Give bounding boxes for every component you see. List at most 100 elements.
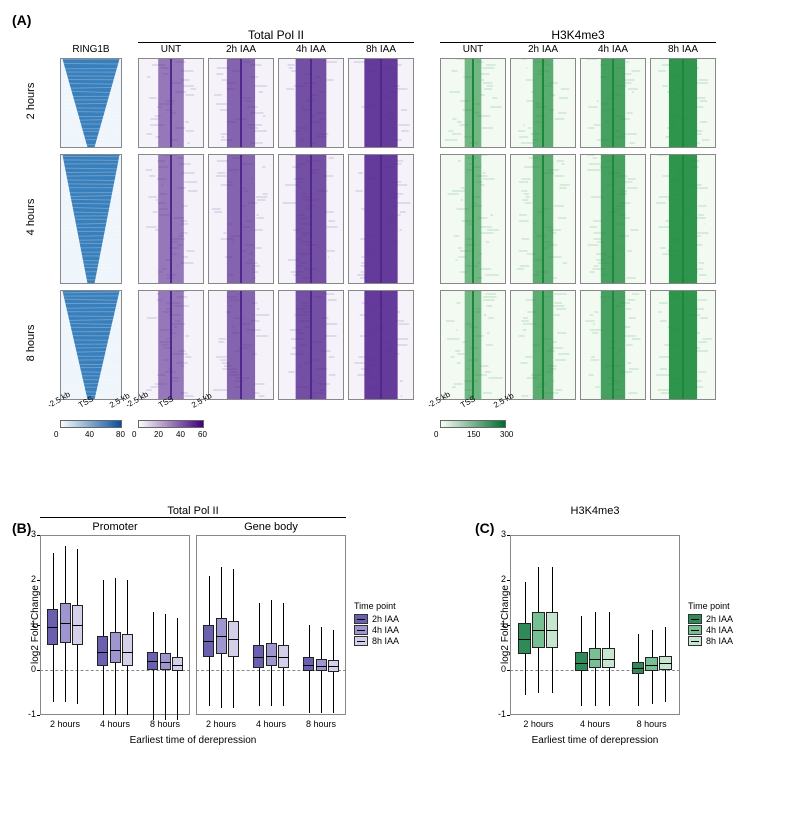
- box: [575, 652, 587, 671]
- cb-tick: 0: [54, 430, 58, 439]
- median: [659, 663, 671, 664]
- legend-item: 4h IAA: [688, 625, 733, 635]
- cb-tick: 300: [500, 430, 513, 439]
- heatmap-polII-0-1: [138, 154, 204, 284]
- box: [97, 636, 108, 665]
- median: [72, 625, 83, 626]
- legend-swatch: [688, 625, 702, 635]
- heatmap-h3k-2-1: [580, 154, 646, 284]
- ytick-mark: [507, 580, 510, 581]
- ytick-mark: [507, 535, 510, 536]
- median: [228, 639, 239, 640]
- legend-label: 8h IAA: [372, 636, 399, 646]
- heatmap-h3k-3-1: [650, 154, 716, 284]
- legend-item: 8h IAA: [354, 636, 399, 646]
- polII-cond-2: 4h IAA: [278, 44, 344, 55]
- h3k-bracket: [440, 42, 716, 43]
- polII-cond-3: 8h IAA: [348, 44, 414, 55]
- heatmap-polII-3-1: [348, 154, 414, 284]
- heatmap-polII-1-2: [208, 290, 274, 400]
- polII-bracket: [138, 42, 414, 43]
- legend-swatch: [688, 636, 702, 646]
- median: [303, 665, 314, 666]
- xcat: 8 hours: [623, 719, 680, 729]
- legend-swatch: [688, 614, 702, 624]
- median: [97, 652, 108, 653]
- h3k4me3-title: H3K4me3: [440, 28, 716, 42]
- colorbar: [440, 420, 506, 428]
- xcat: 4 hours: [567, 719, 624, 729]
- heatmap-ring-0: [60, 58, 122, 148]
- row-label-2: 8 hours: [25, 318, 37, 368]
- box: [122, 634, 133, 666]
- polII-cond-0: UNT: [138, 44, 204, 55]
- ylabel: log2 Fold Change: [500, 585, 511, 664]
- xcat: 2 hours: [40, 719, 90, 729]
- ytick: -1: [20, 709, 36, 719]
- xcat: 4 hours: [90, 719, 140, 729]
- title: Total Pol II: [40, 505, 346, 517]
- median: [602, 659, 614, 660]
- h3k-cond-1: 2h IAA: [510, 44, 576, 55]
- colorbar: [138, 420, 204, 428]
- legend-item: 2h IAA: [688, 614, 733, 624]
- heatmap-h3k-3-2: [650, 290, 716, 400]
- sub-title-0: Promoter: [40, 521, 190, 533]
- ytick-mark: [507, 715, 510, 716]
- ytick-mark: [37, 715, 40, 716]
- box: [602, 648, 614, 668]
- ytick-mark: [37, 535, 40, 536]
- median: [147, 661, 158, 662]
- heatmap-polII-1-0: [208, 58, 274, 148]
- legend-label: 4h IAA: [372, 625, 399, 635]
- heatmap-polII-2-2: [278, 290, 344, 400]
- median: [60, 623, 71, 624]
- cb-tick: 150: [467, 430, 480, 439]
- legend-item: 4h IAA: [354, 625, 399, 635]
- heatmap-polII-2-0: [278, 58, 344, 148]
- median: [203, 641, 214, 642]
- h3k-cond-0: UNT: [440, 44, 506, 55]
- heatmap-h3k-2-0: [580, 58, 646, 148]
- median: [110, 650, 121, 651]
- legend-swatch: [354, 614, 368, 624]
- cb-tick: 20: [154, 430, 163, 439]
- median: [216, 636, 227, 637]
- heatmap-h3k-0-0: [440, 58, 506, 148]
- legend-item: 8h IAA: [688, 636, 733, 646]
- ytick-mark: [37, 670, 40, 671]
- cb-tick: 40: [85, 430, 94, 439]
- xcat: 8 hours: [296, 719, 346, 729]
- cb-tick: 0: [132, 430, 136, 439]
- box: [110, 632, 121, 664]
- legend-swatch: [354, 636, 368, 646]
- median: [575, 663, 587, 664]
- legend-label: 2h IAA: [706, 614, 733, 624]
- legend-title: Time point: [354, 601, 399, 611]
- heatmap-h3k-1-2: [510, 290, 576, 400]
- ytick: 2: [490, 574, 506, 584]
- title: H3K4me3: [510, 505, 680, 517]
- legend-label: 2h IAA: [372, 614, 399, 624]
- ylabel: log2 Fold Change: [30, 585, 41, 664]
- xlabel: Earliest time of derepression: [40, 735, 346, 746]
- median: [632, 668, 644, 669]
- xcat: 4 hours: [246, 719, 296, 729]
- cb-tick: 80: [116, 430, 125, 439]
- legend: Time point 2h IAA4h IAA8h IAA: [688, 601, 733, 647]
- legend-title: Time point: [688, 601, 733, 611]
- ytick: 2: [20, 574, 36, 584]
- ytick-mark: [37, 580, 40, 581]
- ytick: -1: [490, 709, 506, 719]
- heatmap-polII-3-0: [348, 58, 414, 148]
- median: [645, 665, 657, 666]
- median: [546, 630, 558, 631]
- ytick: 0: [490, 664, 506, 674]
- sub-title-1: Gene body: [196, 521, 346, 533]
- polII-cond-1: 2h IAA: [208, 44, 274, 55]
- median: [518, 639, 530, 640]
- heatmap-h3k-1-0: [510, 58, 576, 148]
- colorbar: [60, 420, 122, 428]
- h3k-cond-3: 8h IAA: [650, 44, 716, 55]
- median: [266, 656, 277, 657]
